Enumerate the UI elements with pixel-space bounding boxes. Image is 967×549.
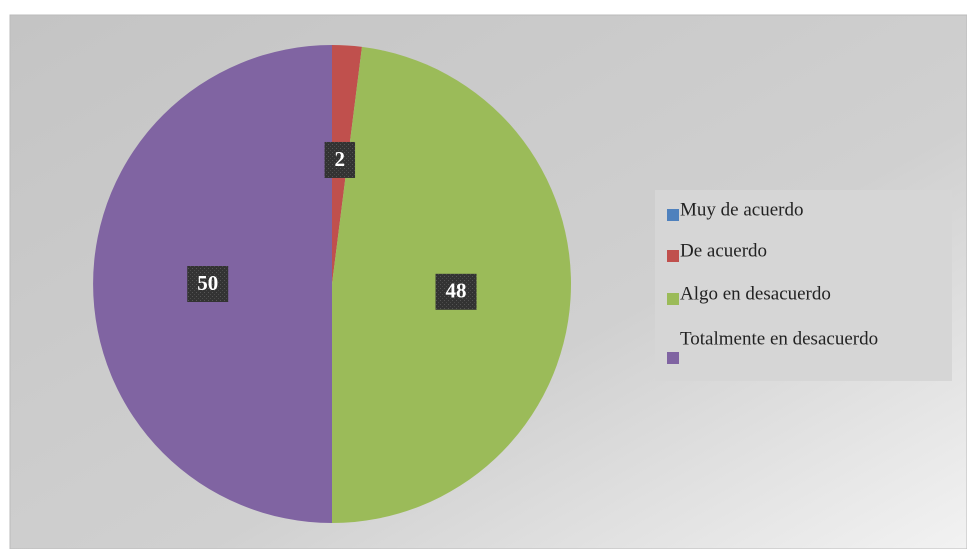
legend-label: Muy de acuerdo	[680, 199, 803, 220]
legend-label: De acuerdo	[680, 240, 767, 261]
legend-marker	[667, 352, 679, 364]
legend-marker	[667, 250, 679, 262]
data-label-box	[187, 266, 229, 302]
data-label: 48	[446, 279, 467, 303]
data-label-box	[435, 273, 477, 310]
legend-marker	[667, 293, 679, 305]
legend-label: Totalmente en desacuerdo	[680, 328, 878, 349]
legend-marker	[667, 209, 679, 221]
data-label-box	[324, 141, 356, 178]
data-label: 2	[335, 147, 346, 171]
pie	[93, 45, 571, 524]
legend: Muy de acuerdo De acuerdo Algo en desacuer…	[667, 199, 878, 364]
data-labels: 2 48 50	[187, 141, 477, 310]
legend-label: Algo en desacuerdo	[680, 283, 831, 304]
data-label: 50	[197, 271, 218, 295]
legend-box	[655, 190, 952, 381]
